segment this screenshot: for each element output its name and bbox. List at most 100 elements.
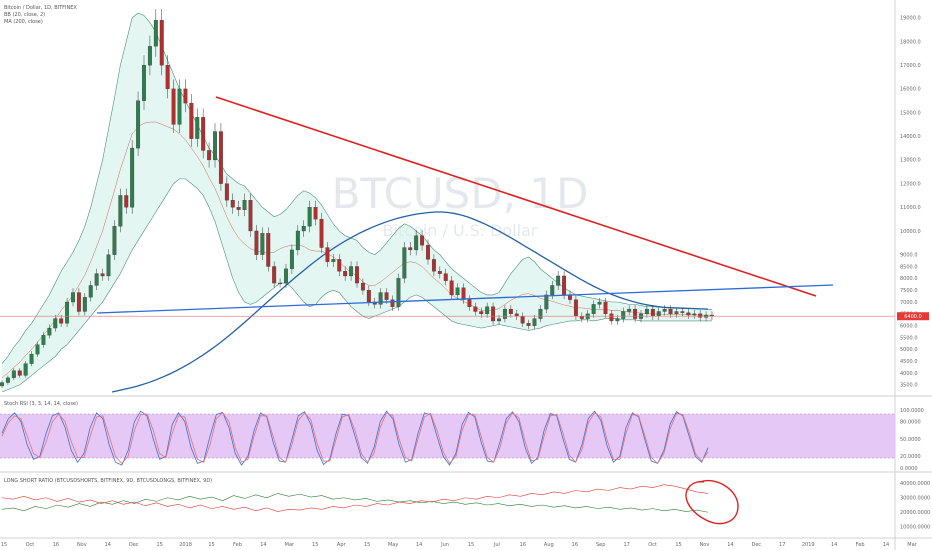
candle-body	[591, 304, 596, 315]
time-tick-label: Jun	[440, 542, 449, 548]
candle-body	[272, 266, 277, 284]
candle-body	[597, 301, 602, 305]
stoch-rsi-lines-layer	[1, 410, 709, 466]
price-tick-label: 18000.0	[900, 39, 921, 45]
indicator-axes: 100.0000 80.0000 50.0000 20.0000 0.0000 40000…	[900, 408, 930, 531]
candle-body	[71, 292, 75, 303]
candle-body	[284, 268, 288, 284]
time-tick-label: Apr	[337, 542, 347, 548]
descending-trendline[interactable]	[215, 96, 817, 297]
candle-body	[520, 316, 525, 324]
candle-body	[195, 117, 200, 139]
candle-body	[686, 312, 691, 316]
candle-body	[242, 200, 247, 210]
candle-body	[437, 271, 442, 274]
last-price-value: 6400.0	[904, 314, 922, 320]
candle-body	[331, 259, 336, 262]
price-tick-label: 8000.0	[900, 276, 918, 282]
time-tick-label: 14	[883, 542, 889, 548]
candle-body	[431, 259, 436, 272]
price-tick-label: 7500.0	[900, 288, 918, 294]
time-tick-label: 17	[779, 542, 785, 548]
time-tick-label: 15	[1, 542, 7, 548]
candle-body	[11, 370, 16, 378]
candle-body	[301, 226, 306, 232]
candle-body	[213, 131, 217, 161]
candle-body	[573, 299, 578, 317]
time-tick-label: 15	[156, 542, 162, 548]
time-tick-label: Dec	[751, 542, 761, 548]
price-tick-label: 12000.0	[900, 181, 921, 187]
time-tick-label: 14	[727, 542, 733, 548]
candle-body	[491, 306, 496, 322]
candle-body	[579, 316, 584, 319]
candle-body	[295, 230, 300, 251]
time-tick-label: 15	[675, 542, 681, 548]
candle-body	[254, 230, 259, 255]
candle-body	[94, 273, 99, 286]
candle-body	[538, 308, 543, 319]
time-tick-label: Aug	[544, 542, 554, 548]
candle-body	[461, 287, 466, 300]
candle-body	[41, 335, 46, 345]
candle-body	[112, 226, 117, 255]
price-tick-label: 9000.0	[900, 252, 918, 258]
candle-body	[360, 282, 365, 291]
price-tick-label: 5000.0	[900, 347, 918, 353]
long-short-series-2	[1, 484, 709, 512]
ascending-trendline[interactable]	[96, 284, 834, 314]
candle-body	[384, 292, 389, 300]
price-tick-label: 10000.0	[900, 229, 921, 235]
candle-body	[65, 301, 70, 324]
time-axis: 15 Oct 16 Nov 14 Dec 15 2018 15 Feb 14 Mar 15 Apr 15 Ma…	[1, 542, 918, 548]
watermark-symbol: BTCUSD, 1D	[332, 169, 589, 218]
time-tick-label: Jul	[493, 542, 500, 548]
candle-body	[467, 299, 472, 307]
time-tick-label: Mar	[285, 542, 295, 548]
candle-body	[485, 306, 490, 315]
candle-body	[355, 266, 359, 284]
time-tick-label: 16	[520, 542, 526, 548]
time-tick-label: Nov	[700, 542, 710, 548]
candle-body	[319, 218, 324, 248]
candle-body	[550, 285, 555, 296]
candle-body	[396, 278, 401, 307]
long-short-tick-label: 10000.0000	[900, 525, 930, 531]
time-tick-label: Dec	[129, 542, 139, 548]
candle-body	[35, 344, 40, 355]
candle-body	[337, 259, 342, 272]
candle-body	[349, 266, 354, 277]
price-tick-label: 17000.0	[900, 63, 921, 69]
stoch-d-line	[1, 412, 709, 465]
time-tick-label: Mar	[907, 542, 917, 548]
candle-body	[408, 247, 413, 251]
candle-body	[59, 318, 64, 324]
stoch-tick-label: 100.0000	[900, 408, 924, 414]
candle-body	[106, 254, 111, 277]
candle-body	[502, 308, 507, 319]
time-tick-label: Oct	[26, 542, 35, 548]
time-tick-label: 17	[623, 542, 629, 548]
candle-body	[47, 327, 52, 336]
candle-body	[366, 290, 371, 303]
candle-body	[130, 147, 135, 208]
time-tick-label: 15	[364, 542, 370, 548]
time-tick-label: 2019	[802, 542, 815, 548]
candle-body	[230, 200, 235, 208]
bb-lower-line	[1, 178, 712, 393]
stoch-tick-label: 80.0000	[900, 419, 921, 425]
candle-body	[260, 233, 265, 255]
time-tick-label: 14	[260, 542, 266, 548]
price-tick-label: 7000.0	[900, 300, 918, 306]
candle-body	[17, 370, 22, 376]
candle-body	[426, 245, 430, 260]
long-short-title: LONG SHORT RATIO (BTCUSDSHORTS, BITFINEX…	[4, 478, 212, 484]
price-tick-label: 4500.0	[900, 359, 918, 365]
candle-body	[603, 301, 608, 315]
candle-body	[23, 363, 28, 376]
candle-body	[5, 377, 10, 383]
stoch-rsi-band	[0, 414, 895, 458]
candle-body	[76, 292, 81, 312]
